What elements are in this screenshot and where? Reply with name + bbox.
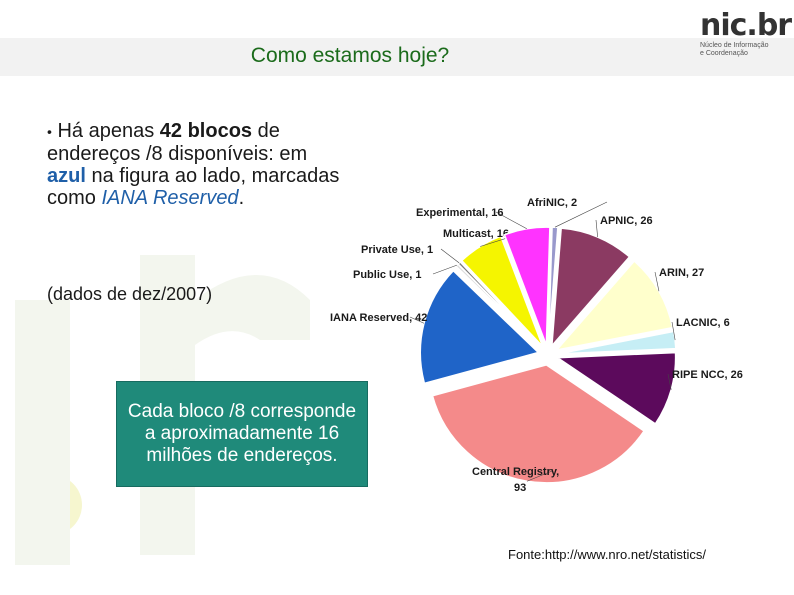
pie-slice [503,226,551,346]
pie-slice-label: ARIN, 27 [659,267,704,279]
pie-leader-line [667,373,672,390]
pie-slice [550,227,631,348]
date-note: (dados de dez/2007) [47,284,213,304]
pie-leader-line [526,470,553,482]
bullet-part-2: de endereços /8 disponíveis: em [47,120,308,165]
pie-slice-label: Private Use, 1 [361,244,433,256]
pie-slice-label: Multicast, 16 [443,228,509,240]
bullet-part-1: Há apenas [57,120,155,142]
logo-main-text: nic.br [700,8,792,43]
pie-slice-label: Public Use, 1 [353,269,421,281]
pie-slice-label: Central Registry, 93 [472,466,559,494]
info-box-text: Cada bloco /8 corresponde a aproximadame… [127,401,357,466]
logo-sub-line-1: Núcleo de Informação [700,42,769,49]
logo-sub-line-2: e Coordenação [700,50,748,57]
info-box: Cada bloco /8 corresponde a aproximadame… [116,381,368,487]
bullet-italic: IANA Reserved [101,186,239,209]
bullet-paragraph: • Há apenas 42 blocos de endereços /8 di… [47,120,347,209]
pie-slice [431,364,646,484]
pie-slice-label: RIPE NCC, 26 [672,369,743,381]
pie-leader-line [554,201,608,228]
pie-slice-label: AfriNIC, 2 [527,197,577,209]
pie-leader-line [440,248,460,264]
pie-slice-label: APNIC, 26 [600,215,653,227]
pie-slice [554,260,674,352]
pie-leader-line [595,219,598,238]
bullet-blue-word: azul [47,164,86,187]
pie-leader-line [495,211,527,230]
pie-leader-line [654,271,660,292]
bullet-bold: 42 blocos [159,120,253,142]
pie-slice-label: LACNIC, 6 [676,317,730,329]
pie-leader-line [432,264,457,275]
pie-slice-label: IANA Reserved, 42 [330,312,427,324]
bullet-end: . [238,186,245,209]
bullet-icon: • [47,123,52,140]
slide-title: Como estamos hoje? [250,44,450,67]
pie-leader-line [409,316,425,324]
pie-leader-line [671,321,676,341]
nic-br-logo: nic.br Núcleo de Informação e Coordenaçã… [700,8,792,74]
header-band [0,38,794,76]
bullet-part-3: na figura ao lado, marcadas como [47,164,340,209]
pie-slice-label: Experimental, 16 [416,207,503,219]
source-note: Fonte:http://www.nro.net/statistics/ [508,547,706,562]
